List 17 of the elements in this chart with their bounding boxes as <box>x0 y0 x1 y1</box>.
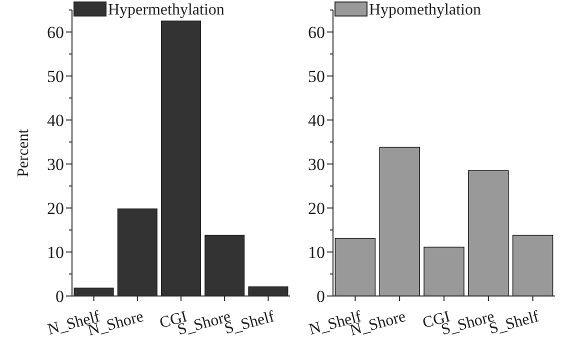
y-tick-label: 0 <box>316 286 325 306</box>
y-tick-label: 60 <box>47 22 64 42</box>
y-axis-title: Percent <box>15 128 32 177</box>
y-tick-label: 10 <box>308 242 325 262</box>
y-tick-label: 40 <box>308 110 325 130</box>
legend-label: Hypomethylation <box>369 2 481 19</box>
y-tick-label: 60 <box>308 22 325 42</box>
y-tick-label: 30 <box>47 154 64 174</box>
y-tick-label: 50 <box>308 66 325 86</box>
y-tick-label: 0 <box>56 286 64 306</box>
y-tick-label: 50 <box>47 66 64 86</box>
y-tick-label: 40 <box>47 110 64 130</box>
y-tick-label: 30 <box>308 154 325 174</box>
legend-label: Hypermethylation <box>108 2 224 19</box>
y-tick-label: 10 <box>47 242 64 262</box>
y-tick-label: 20 <box>308 198 325 218</box>
y-tick-label: 20 <box>47 198 64 218</box>
